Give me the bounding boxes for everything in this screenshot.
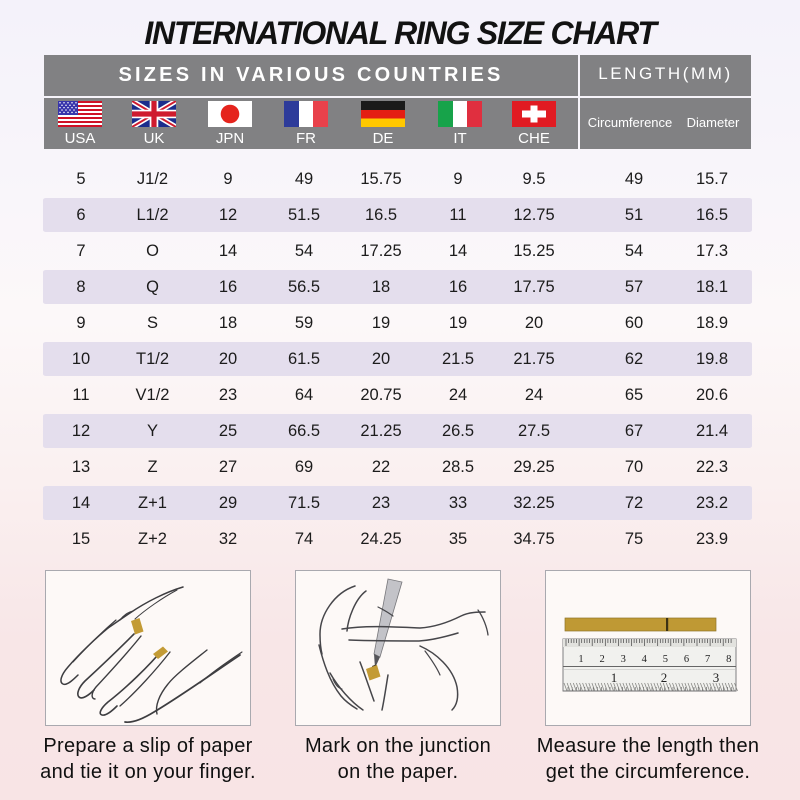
svg-text:1: 1	[578, 654, 583, 665]
svg-text:7: 7	[705, 654, 710, 665]
svg-text:4: 4	[642, 654, 648, 665]
svg-text:3: 3	[621, 654, 626, 665]
svg-text:3: 3	[713, 670, 720, 685]
svg-text:8: 8	[726, 654, 731, 665]
svg-text:1: 1	[611, 670, 618, 685]
svg-text:6: 6	[684, 654, 689, 665]
svg-text:2: 2	[599, 654, 604, 665]
svg-text:2: 2	[661, 670, 668, 685]
svg-text:5: 5	[663, 654, 668, 665]
